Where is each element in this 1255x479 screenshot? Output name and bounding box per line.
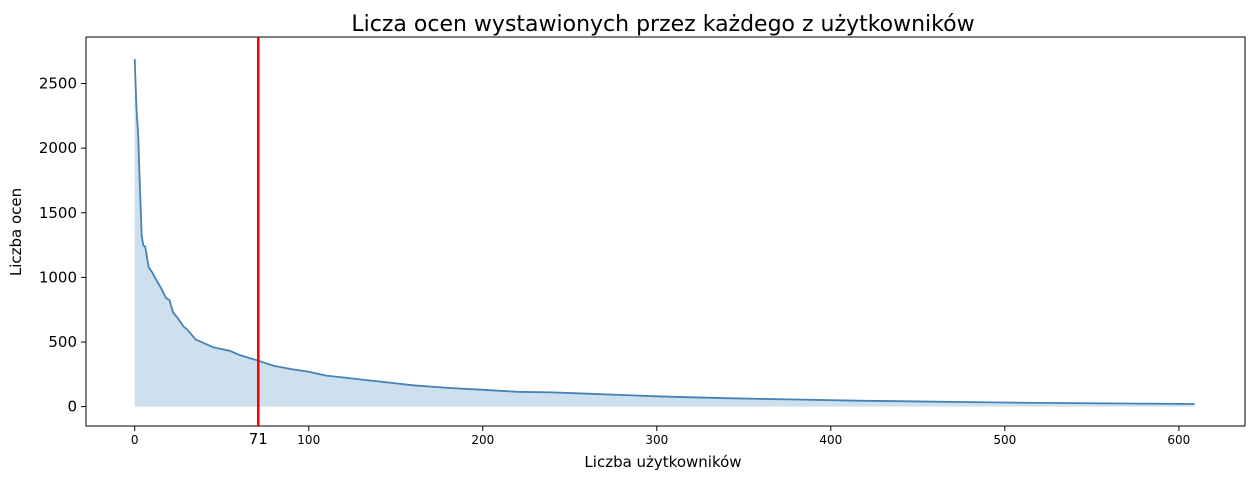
y-tick-label: 500: [48, 333, 77, 351]
x-axis-label: Liczba użytkowników: [584, 453, 741, 471]
marker-label: 71: [249, 430, 268, 448]
y-tick-label: 1500: [39, 204, 77, 222]
y-tick-label: 1000: [39, 268, 77, 286]
x-tick-label: 600: [1167, 433, 1190, 447]
x-tick-label: 200: [471, 433, 494, 447]
x-tick-label: 0: [131, 433, 139, 447]
axes-frame: [85, 36, 1246, 427]
x-tick-label: 300: [645, 433, 668, 447]
y-tick-label: 2000: [39, 139, 77, 157]
area-fill: [134, 59, 1195, 407]
plot-area: 0 500 1000 1500 2000 2500 0 100 200 300 400 500 600 7…: [39, 36, 1246, 448]
x-tick-label: 100: [297, 433, 320, 447]
y-tick-label: 0: [67, 398, 77, 416]
x-tick-label: 400: [819, 433, 842, 447]
x-tick-label: 500: [993, 433, 1016, 447]
series-line: [133, 58, 1195, 405]
chart-title: Licza ocen wystawionych przez każdego z …: [351, 12, 974, 37]
y-tick-label: 2500: [39, 75, 77, 93]
y-axis-label: Liczba ocen: [7, 188, 25, 276]
